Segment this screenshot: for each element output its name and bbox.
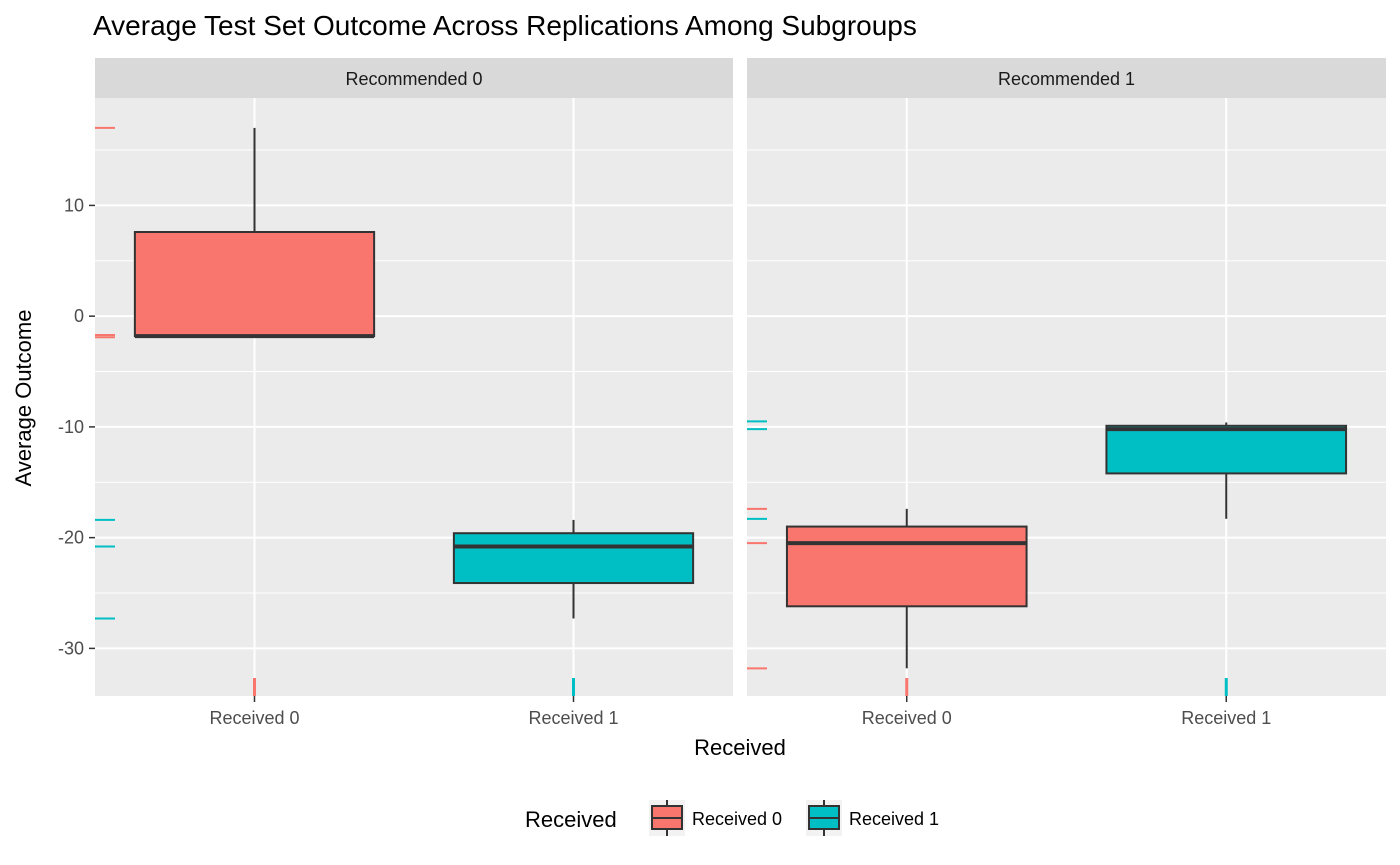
facet-panel: Recommended 0 Received 0 Received 1 [95, 58, 733, 728]
y-tick-label: -10 [58, 417, 84, 437]
box-received-0 [133, 127, 376, 339]
x-tick-label: Received 0 [862, 708, 952, 728]
y-axis-title: Average Outcome [11, 310, 36, 487]
y-tick-label: -20 [58, 528, 84, 548]
box-body [785, 525, 1028, 608]
y-tick-label: 0 [74, 306, 84, 326]
box-received-1 [452, 519, 695, 619]
y-tick-label: 10 [64, 195, 84, 215]
x-tick-label: Received 1 [1181, 708, 1271, 728]
facet-strip-label: Recommended 1 [998, 69, 1135, 89]
y-tick-label: -30 [58, 638, 84, 658]
facet-strip-label: Recommended 0 [345, 69, 482, 89]
box-received-1 [1105, 422, 1348, 519]
box-received-0 [785, 508, 1028, 669]
legend-label: Received 0 [692, 809, 782, 829]
x-tick-label: Received 1 [528, 708, 618, 728]
box-body [1105, 424, 1348, 475]
y-axis: 10 0 -10 -20 -30 [58, 195, 95, 658]
box-body [133, 230, 376, 338]
box-body [452, 532, 695, 585]
panel-background [95, 98, 733, 696]
facet-panel: Recommended 1 Received 0 Received 1 [747, 58, 1386, 728]
x-axis-title: Received [694, 735, 786, 760]
chart-title: Average Test Set Outcome Across Replicat… [93, 10, 917, 41]
x-tick-label: Received 0 [209, 708, 299, 728]
legend: Received Received 0 Received 1 [525, 800, 939, 836]
legend-label: Received 1 [849, 809, 939, 829]
facet-strip [747, 58, 1386, 98]
legend-key: Received 0 [649, 800, 782, 836]
facet-strip [95, 58, 733, 98]
legend-key: Received 1 [806, 800, 939, 836]
legend-title: Received [525, 807, 617, 832]
